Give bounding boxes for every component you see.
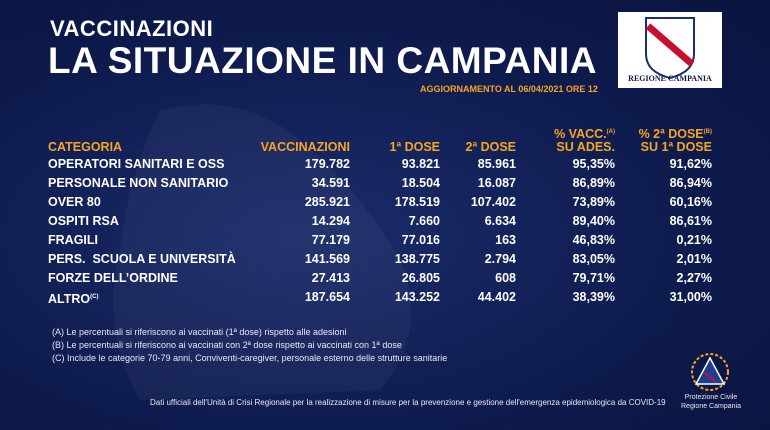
cell: 93.821 — [401, 157, 440, 171]
column-header-text: SU ADES. — [556, 140, 615, 154]
cell: 2,01% — [676, 252, 712, 266]
cell: 31,00% — [669, 290, 712, 304]
column-header-text: % 2ª DOSE — [638, 127, 704, 142]
column-header-text: 2ª DOSE — [465, 140, 516, 154]
civil-logo-line: Protezione Civile — [684, 394, 738, 401]
row-label: OPERATORI SANITARI E OSS — [48, 155, 224, 173]
cell: 77.016 — [401, 233, 440, 247]
cell: 2.794 — [484, 252, 516, 266]
title: LA SITUAZIONE IN CAMPANIA — [48, 40, 597, 81]
cell: 285.921 — [304, 195, 350, 209]
row-label-text: PERS. SCUOLA E UNIVERSITÀ — [48, 252, 236, 266]
row-label: FRAGILI — [48, 231, 98, 249]
cell: 91,62% — [669, 157, 712, 171]
cell: 77.179 — [311, 233, 350, 247]
cell: 60,16% — [669, 195, 712, 209]
cell: 187.654 — [304, 290, 350, 304]
column-header: 1ª DOSE — [390, 140, 440, 155]
column-header-note: (B) — [703, 129, 712, 135]
column-header: % VACC.(A) — [554, 125, 615, 142]
row-label-text: FORZE DELL’ORDINE — [48, 271, 178, 285]
cell: 0,21% — [676, 233, 712, 247]
column-header-text: SU 1ª DOSE — [640, 140, 712, 154]
region-logo-label: REGIONE CAMPANIA — [628, 74, 712, 83]
row-label-text: ALTRO — [48, 292, 91, 307]
column-header: % 2ª DOSE(B) — [639, 125, 712, 142]
row-note: (C) — [90, 294, 99, 300]
row-label: PERSONALE NON SANITARIO — [48, 174, 228, 192]
cell: 14.294 — [311, 214, 350, 228]
footnote: (A) Le percentuali si riferiscono ai vac… — [52, 327, 347, 337]
column-header-note: (A) — [606, 129, 615, 135]
cell: 7.660 — [408, 214, 440, 228]
row-label-text: OSPITI RSA — [48, 214, 119, 228]
row-label-text: OVER 80 — [48, 195, 101, 209]
cell: 34.591 — [311, 176, 350, 190]
cell: 79,71% — [572, 271, 615, 285]
column-header: VACCINAZIONI — [261, 140, 350, 155]
column-header-text: % VACC. — [554, 127, 607, 142]
row-label: FORZE DELL’ORDINE — [48, 269, 178, 287]
row-label: OVER 80 — [48, 193, 101, 211]
civil-logo — [691, 353, 729, 391]
column-header-text: 1ª DOSE — [389, 140, 440, 154]
footnote: (C) Include le categorie 70-79 anni, Con… — [52, 353, 448, 363]
cell: 86,89% — [572, 176, 615, 190]
cell: 38,39% — [572, 290, 615, 304]
cell: 27.413 — [311, 271, 350, 285]
cell: 86,94% — [669, 176, 712, 190]
kicker: VACCINAZIONI — [50, 16, 214, 41]
cell: 85.961 — [477, 157, 516, 171]
cell: 143.252 — [394, 290, 440, 304]
region-logo — [618, 12, 722, 88]
row-label-text: FRAGILI — [48, 233, 98, 247]
cell: 26.805 — [401, 271, 440, 285]
column-header: CATEGORIA — [48, 140, 122, 155]
cell: 89,40% — [572, 214, 615, 228]
cell: 138.775 — [394, 252, 440, 266]
column-header: SU 1ª DOSE — [641, 140, 712, 155]
cell: 107.402 — [470, 195, 516, 209]
cell: 18.504 — [401, 176, 440, 190]
column-header: SU ADES. — [556, 140, 615, 155]
row-label-text: OPERATORI SANITARI E OSS — [48, 157, 225, 171]
cell: 141.569 — [304, 252, 350, 266]
row-label-text: PERSONALE NON SANITARIO — [48, 176, 229, 190]
civil-logo-line: Regione Campania — [681, 403, 741, 410]
cell: 83,05% — [572, 252, 615, 266]
column-header: 2ª DOSE — [466, 140, 516, 155]
cell: 163 — [495, 233, 516, 247]
cell: 608 — [495, 271, 516, 285]
cell: 2,27% — [676, 271, 712, 285]
row-label: PERS. SCUOLA E UNIVERSITÀ — [48, 250, 236, 268]
footnote: (B) Le percentuali si riferiscono ai vac… — [52, 340, 402, 350]
row-label: ALTRO(C) — [48, 288, 98, 308]
cell: 44.402 — [477, 290, 516, 304]
cell: 95,35% — [572, 157, 615, 171]
column-header-text: VACCINAZIONI — [260, 140, 350, 154]
source: Dati ufficiali dell'Unità di Crisi Regio… — [150, 398, 666, 407]
cell: 16.087 — [477, 176, 516, 190]
cell: 86,61% — [669, 214, 712, 228]
cell: 179.782 — [304, 157, 350, 171]
cell: 46,83% — [572, 233, 615, 247]
column-header-text: CATEGORIA — [48, 140, 123, 154]
cell: 73,89% — [572, 195, 615, 209]
cell: 178.519 — [394, 195, 440, 209]
cell: 6.634 — [484, 214, 516, 228]
row-label: OSPITI RSA — [48, 212, 119, 230]
update-date: AGGIORNAMENTO AL 06/04/2021 ORE 12 — [420, 84, 598, 94]
